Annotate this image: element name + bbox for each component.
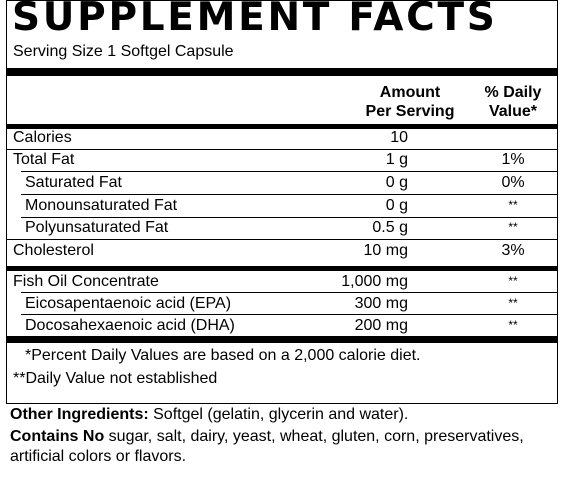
other-ingredients-label: Other Ingredients: xyxy=(10,406,149,423)
other-ingredients-text: Softgel (gelatin, glycerin and water). xyxy=(148,406,409,423)
contains-no-label: Contains No xyxy=(10,428,105,445)
panel-title: SUPPLEMENT FACTS xyxy=(12,0,498,40)
nutrient-row-saturated-fat: Saturated Fat 0 g 0% xyxy=(25,174,525,191)
bottom-divider xyxy=(7,336,557,343)
supplement-facts-panel: SUPPLEMENT FACTS Serving Size 1 Softgel … xyxy=(6,0,558,404)
nutrient-row-cholesterol: Cholesterol 10 mg 3% xyxy=(13,242,525,259)
nutrient-row-total-fat: Total Fat 1 g 1% xyxy=(13,151,525,168)
serving-size: Serving Size 1 Softgel Capsule xyxy=(13,43,234,60)
row-divider xyxy=(21,217,557,218)
nutrient-row-dha: Docosahexaenoic acid (DHA) 200 mg ** xyxy=(25,317,518,334)
amount-per-serving-header: Amount Per Serving xyxy=(365,84,455,120)
thick-divider xyxy=(7,68,557,76)
row-divider xyxy=(7,149,557,150)
not-established-footnote: **Daily Value not established xyxy=(13,370,218,387)
other-ingredients: Other Ingredients: Softgel (gelatin, gly… xyxy=(10,405,408,425)
daily-value-footnote: *Percent Daily Values are based on a 2,0… xyxy=(25,347,421,364)
row-divider xyxy=(21,314,557,315)
nutrient-row-epa: Eicosapentaenoic acid (EPA) 300 mg ** xyxy=(25,295,518,312)
contains-no: Contains No sugar, salt, dairy, yeast, w… xyxy=(10,427,560,467)
row-divider xyxy=(21,171,557,172)
row-divider xyxy=(21,194,557,195)
nutrient-row-polyunsaturated-fat: Polyunsaturated Fat 0.5 g ** xyxy=(25,219,518,236)
nutrient-row-monounsaturated-fat: Monounsaturated Fat 0 g ** xyxy=(25,197,518,214)
daily-value-header: % Daily Value* xyxy=(484,84,542,120)
contains-no-text: sugar, salt, dairy, yeast, wheat, gluten… xyxy=(10,428,524,465)
section-divider xyxy=(7,266,557,271)
row-divider xyxy=(7,239,557,240)
header-divider xyxy=(7,124,557,129)
row-divider xyxy=(21,292,557,293)
nutrient-row-fish-oil: Fish Oil Concentrate 1,000 mg ** xyxy=(13,273,518,290)
nutrient-row-calories: Calories 10 xyxy=(13,129,408,146)
